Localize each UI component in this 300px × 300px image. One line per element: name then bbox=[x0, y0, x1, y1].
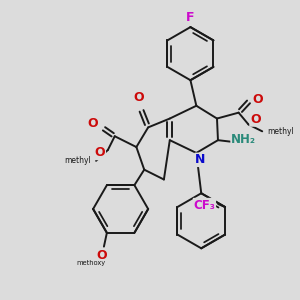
Text: O: O bbox=[97, 249, 107, 262]
Text: O: O bbox=[250, 113, 261, 126]
Text: methyl: methyl bbox=[64, 156, 91, 165]
Text: methyl: methyl bbox=[267, 127, 294, 136]
Text: N: N bbox=[195, 153, 206, 166]
Text: NH₂: NH₂ bbox=[231, 133, 256, 146]
Text: CF₃: CF₃ bbox=[194, 199, 215, 212]
Text: O: O bbox=[133, 92, 144, 104]
Text: O: O bbox=[88, 117, 98, 130]
Text: O: O bbox=[95, 146, 105, 159]
Text: O: O bbox=[252, 93, 262, 106]
Text: F: F bbox=[186, 11, 195, 24]
Text: methoxy: methoxy bbox=[76, 260, 106, 266]
